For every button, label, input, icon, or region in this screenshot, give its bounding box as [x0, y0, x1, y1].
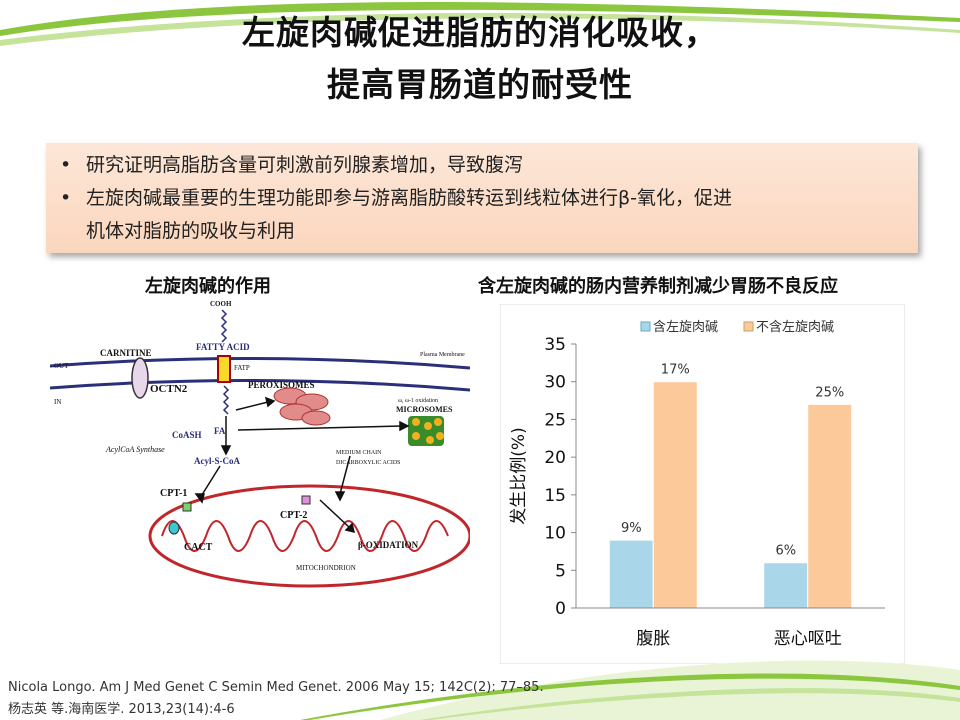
label-acylcoa-synthase: AcylCoA Synthase [105, 445, 165, 454]
label-carnitine: CARNITINE [100, 348, 152, 358]
y-tick-label: 10 [544, 524, 566, 544]
cpt2-marker [301, 495, 311, 505]
fatp-transporter-shape [217, 355, 231, 383]
label-out: OUT [54, 362, 69, 370]
peroxisomes-cluster [273, 387, 331, 426]
label-fa: FA [214, 426, 226, 436]
pathway-arrows [194, 396, 410, 534]
octn2-transporter-shape [131, 357, 149, 399]
bar-data-label: 9% [621, 521, 642, 536]
y-tick-label: 25 [544, 410, 566, 430]
adverse-reaction-bar-chart: 含左旋肉碱 不含左旋肉碱 0 5 10 15 20 25 30 35 9% 17% 6% 25% 腹… [500, 304, 905, 664]
right-panel-title: 含左旋肉碱的肠内营养制剂减少胃肠不良反应 [478, 276, 838, 297]
left-panel-title: 左旋肉碱的作用 [145, 276, 271, 297]
reference-1: Nicola Longo. Am J Med Genet C Semin Med… [8, 680, 544, 695]
label-mitochondrion: MITOCHONDRION [296, 564, 356, 572]
label-peroxisomes: PEROXISOMES [248, 380, 315, 390]
bullet-dot: • [60, 154, 72, 176]
bar-data-label: 25% [815, 385, 844, 400]
y-tick-label: 30 [544, 373, 566, 393]
label-medium-chain: MEDIUM CHAIN [336, 450, 382, 456]
y-axis-label: 发生比例(%) [509, 427, 529, 524]
bar-1-1 [608, 539, 654, 609]
label-omega-oxidation: ω, ω-1 oxidation [398, 398, 438, 404]
y-tick-label: 0 [555, 599, 566, 619]
membrane-outer-line [50, 356, 470, 370]
x-tick-label: 腹胀 [636, 629, 670, 649]
label-cooh: COOH [210, 300, 232, 308]
bars: 9% 17% 6% 25% [608, 363, 853, 609]
label-cact: CACT [184, 542, 213, 553]
bullet-dot: • [60, 187, 72, 209]
y-tick-label: 20 [544, 448, 566, 468]
bullet-box: • 研究证明高脂肪含量可刺激前列腺素增加，导致腹泻 • 左旋肉碱最重要的生理功能… [46, 143, 918, 253]
page-title-line1: 左旋肉碱促进脂肪的消化吸收， [242, 13, 718, 52]
legend-label-series-1: 含左旋肉碱 [653, 319, 718, 335]
bullet-text: 研究证明高脂肪含量可刺激前列腺素增加，导致腹泻 [86, 154, 524, 176]
carnitine-mechanism-diagram: COOH FATTY ACID CARNITINE FATP Plasma Me… [50, 298, 470, 590]
label-acyl-s-coa: Acyl-S-CoA [194, 456, 240, 466]
x-axis: 腹胀 恶心呕吐 [576, 607, 885, 649]
bar-data-label: 6% [775, 544, 796, 559]
label-cpt2: CPT-2 [280, 510, 307, 521]
legend-swatch-series-2 [743, 321, 754, 332]
bar-2-1 [652, 381, 698, 609]
x-tick-label: 恶心呕吐 [774, 629, 842, 649]
bullet-text: 机体对脂肪的吸收与利用 [86, 220, 296, 242]
y-tick-label: 35 [544, 335, 566, 355]
label-octn2: OCTN2 [150, 383, 188, 395]
label-plasma-membrane: Plasma Membrane [420, 352, 465, 358]
bullet-text: 左旋肉碱最重要的生理功能即参与游离脂肪酸转运到线粒体进行β-氧化，促进 [86, 187, 732, 209]
bar-data-label: 17% [661, 363, 690, 378]
label-fatty-acid: FATTY ACID [196, 342, 250, 352]
bottom-swoosh-decoration [300, 660, 960, 720]
membrane-inner-line [50, 378, 470, 392]
top-swoosh-decoration [0, 2, 960, 46]
label-fatp: FATP [234, 364, 250, 372]
cpt1-marker [182, 502, 192, 512]
label-beta-oxidation: β-OXIDATION [358, 540, 419, 550]
title-area: 左旋肉碱促进脂肪的消化吸收， 提高胃肠道的耐受性 [0, 0, 960, 130]
y-tick-label: 15 [544, 486, 566, 506]
bar-1-2 [763, 562, 809, 609]
reference-2: 杨志英 等.海南医学. 2013,23(14):4-6 [8, 702, 235, 717]
fa-chain-inside [222, 385, 230, 415]
fatty-acid-chain [220, 309, 228, 343]
label-in: IN [54, 398, 61, 406]
label-dicarboxylic: DICARBOXYLIC ACIDS [336, 460, 401, 466]
label-cpt1: CPT-1 [160, 488, 187, 499]
y-tick-label: 5 [555, 561, 566, 581]
label-coash: CoASH [172, 430, 202, 440]
bar-2-2 [807, 403, 853, 609]
page-title-line2: 提高胃肠道的耐受性 [327, 65, 633, 104]
label-microsomes: MICROSOMES [396, 405, 453, 414]
chart-legend: 含左旋肉碱 不含左旋肉碱 [640, 319, 834, 335]
microsomes-cluster [408, 416, 444, 446]
legend-label-series-2: 不含左旋肉碱 [756, 319, 834, 335]
mitochondrion-outer-membrane [148, 484, 470, 588]
y-axis: 0 5 10 15 20 25 30 35 [544, 335, 577, 619]
mitochondrion-cristae [161, 520, 449, 552]
legend-swatch-series-1 [640, 321, 651, 332]
cact-marker [168, 521, 180, 535]
